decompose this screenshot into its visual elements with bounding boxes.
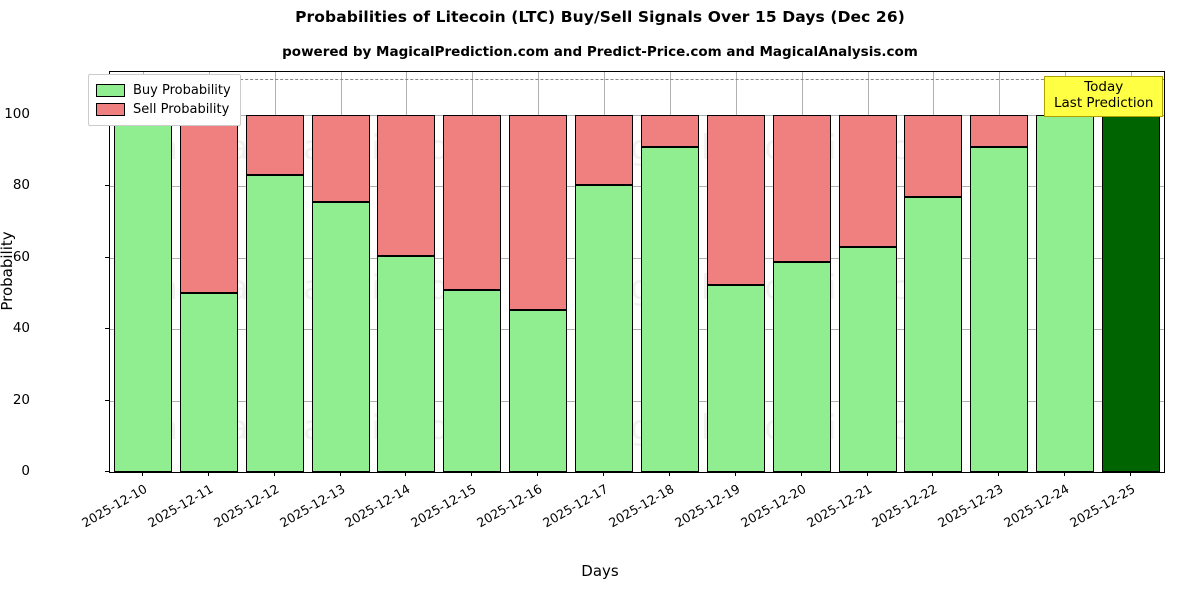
bar-segment-sell[interactable] <box>772 114 831 262</box>
x-tick-mark <box>537 472 539 476</box>
gridline-horizontal <box>110 186 1164 188</box>
bar-segment-buy[interactable] <box>179 293 238 472</box>
bar-group[interactable] <box>245 72 304 472</box>
bar-segment-today[interactable] <box>1102 114 1161 472</box>
bar-segment-sell[interactable] <box>575 114 634 185</box>
bar-group[interactable] <box>904 72 963 472</box>
bar-group[interactable] <box>838 72 897 472</box>
today-annotation-line2: Last Prediction <box>1054 94 1154 111</box>
bar-group[interactable] <box>1102 72 1161 472</box>
bar-group[interactable] <box>1036 72 1095 472</box>
bar-segment-buy[interactable] <box>377 255 436 472</box>
x-tick-mark <box>998 472 1000 476</box>
x-tick-mark <box>668 472 670 476</box>
legend-item[interactable]: Sell Probability <box>96 100 231 119</box>
bar-segment-sell[interactable] <box>443 114 502 290</box>
gridline-horizontal <box>110 329 1164 331</box>
bar-group[interactable] <box>311 72 370 472</box>
x-tick-mark <box>471 472 473 476</box>
bar-group[interactable] <box>640 72 699 472</box>
legend-item[interactable]: Buy Probability <box>96 81 231 100</box>
bar-segment-sell[interactable] <box>904 114 963 197</box>
bar-segment-buy[interactable] <box>640 147 699 472</box>
bar-segment-buy[interactable] <box>1036 114 1095 472</box>
bar-segment-sell[interactable] <box>311 114 370 203</box>
bar-group[interactable] <box>772 72 831 472</box>
today-annotation: Today Last Prediction <box>1044 76 1164 117</box>
y-axis-label: Probability <box>0 231 16 311</box>
plot-inner: MagicalAnalysis.com MagicalPrediction.com… <box>110 72 1164 472</box>
y-tick-mark <box>105 185 109 187</box>
x-tick-mark <box>932 472 934 476</box>
bar-group[interactable] <box>575 72 634 472</box>
bar-group[interactable] <box>113 72 172 472</box>
gridline-horizontal <box>110 400 1164 402</box>
y-tick-mark <box>105 471 109 472</box>
bar-segment-buy[interactable] <box>838 247 897 472</box>
bar-segment-buy[interactable] <box>772 262 831 472</box>
y-tick-label: 40 <box>12 320 30 337</box>
legend-label: Buy Probability <box>133 83 231 98</box>
bar-group[interactable] <box>970 72 1029 472</box>
y-tick-mark <box>105 399 109 401</box>
bar-segment-sell[interactable] <box>640 114 699 147</box>
x-axis-label: Days <box>581 562 619 580</box>
bar-segment-buy[interactable] <box>575 184 634 472</box>
bar-segment-buy[interactable] <box>113 114 172 472</box>
bar-segment-buy[interactable] <box>509 309 568 472</box>
chart-subtitle: powered by MagicalPrediction.com and Pre… <box>282 44 918 60</box>
x-tick-mark <box>273 472 275 476</box>
chart-legend: Buy Probability Sell Probability <box>88 74 241 126</box>
legend-swatch-sell-icon <box>96 103 125 116</box>
legend-swatch-buy-icon <box>96 84 125 97</box>
y-tick-mark <box>105 256 109 258</box>
plot-area: MagicalAnalysis.com MagicalPrediction.com… <box>109 71 1165 473</box>
bar-segment-sell[interactable] <box>179 114 238 294</box>
bar-segment-sell[interactable] <box>970 114 1029 147</box>
bar-segment-sell[interactable] <box>706 114 765 285</box>
bar-group[interactable] <box>377 72 436 472</box>
x-tick-mark <box>800 472 802 476</box>
today-annotation-line1: Today <box>1084 79 1124 95</box>
legend-label: Sell Probability <box>133 102 230 117</box>
reference-line <box>110 79 1164 81</box>
bar-group[interactable] <box>443 72 502 472</box>
bar-segment-buy[interactable] <box>970 147 1029 472</box>
x-tick-mark <box>734 472 736 476</box>
bar-segment-buy[interactable] <box>706 284 765 472</box>
y-tick-label: 100 <box>4 105 30 122</box>
x-tick-mark <box>339 472 341 476</box>
bar-segment-sell[interactable] <box>377 114 436 256</box>
x-tick-mark <box>603 472 605 476</box>
bar-segment-sell[interactable] <box>838 114 897 247</box>
x-tick-mark <box>866 472 868 476</box>
y-tick-label: 60 <box>12 248 30 265</box>
bar-segment-sell[interactable] <box>509 114 568 310</box>
y-tick-label: 80 <box>12 177 30 194</box>
x-tick-mark <box>1130 472 1132 476</box>
y-tick-mark <box>105 328 109 330</box>
gridline-horizontal <box>110 114 1164 116</box>
y-tick-label: 20 <box>12 391 30 408</box>
bar-segment-buy[interactable] <box>311 202 370 472</box>
gridline-horizontal <box>110 257 1164 259</box>
bar-segment-buy[interactable] <box>443 289 502 472</box>
x-tick-mark <box>405 472 407 476</box>
bar-group[interactable] <box>509 72 568 472</box>
bar-segment-buy[interactable] <box>904 197 963 472</box>
y-tick-label: 0 <box>21 463 30 479</box>
bar-segment-buy[interactable] <box>245 174 304 472</box>
bar-segment-sell[interactable] <box>245 114 304 175</box>
x-tick-mark <box>1064 472 1066 476</box>
bar-group[interactable] <box>706 72 765 472</box>
x-tick-mark <box>207 472 209 476</box>
page-title: Probabilities of Litecoin (LTC) Buy/Sell… <box>295 8 905 26</box>
bar-group[interactable] <box>179 72 238 472</box>
x-tick-mark <box>141 472 143 476</box>
